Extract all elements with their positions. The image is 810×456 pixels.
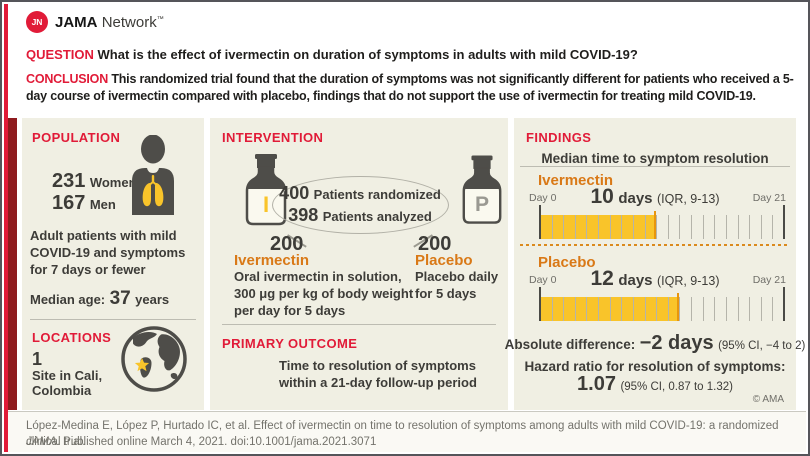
brand-wordmark: JAMA Network™ [55,14,164,31]
arm1-n: 200 [270,233,304,255]
timeline-ivermectin-iqr: (IQR, 9-13) [656,192,720,206]
arm1-description: Oral ivermectin in solution, 300 μg per … [234,269,414,318]
hazard-ratio-ci: (95% CI, 0.87 to 1.32) [620,381,733,393]
conclusion-label: CONCLUSION [26,72,109,86]
population-men-count: 167 Men [52,192,116,215]
citation-line1: López-Medina E, López P, Hurtado IC, et … [26,420,779,449]
placebo-bottle-icon: P [462,155,502,224]
patients-analyzed-line: 398 Patients analyzed [288,205,432,226]
intervention-section-label: INTERVENTION [222,130,324,145]
brand-name-regular: Network [101,14,157,31]
median-age-unit: years [135,292,170,307]
locations-section-label: LOCATIONS [32,330,112,345]
timeline-placebo-bar [539,287,785,321]
patient-lungs-icon [132,135,174,215]
jama-network-logo-icon: JN [26,11,48,33]
question-label: QUESTION [26,47,94,62]
absolute-difference-value: −2 days [639,332,714,354]
logo-monogram: JN [31,17,43,27]
locations-line2: Colombia [32,383,92,398]
timeline-placebo-iqr: (IQR, 9-13) [656,274,720,288]
citation-journal: JAMA [26,436,57,448]
population-description: Adult patients with mild COVID-19 and sy… [30,228,186,277]
analyzed-label: Patients analyzed [322,209,432,224]
randomization-ellipse [272,176,449,234]
absolute-difference-ci: (95% CI, −4 to 2) [718,340,806,352]
hazard-ratio-value-line: 1.07 (95% CI, 0.87 to 1.32) [577,373,733,396]
timeline-placebo-unit: days [618,272,653,289]
randomized-label: Patients randomized [313,187,441,202]
timeline-ivermectin-day-start: Day 0 [529,192,557,204]
hazard-ratio-label: Hazard ratio for resolution of symptoms: [524,359,786,374]
absolute-difference-label: Absolute difference: [504,337,636,352]
population-section-label: POPULATION [32,130,121,145]
locations-line1: Site in Cali, [32,368,103,383]
globe-icon [121,326,187,392]
randomized-value: 400 [279,183,310,203]
findings-dotted-divider [520,244,790,246]
arm2-name: Placebo [415,252,473,269]
timeline-ivermectin-unit: days [618,190,653,207]
timeline-placebo-day-end: Day 21 [752,274,786,286]
citation-line2-rest: . Published online March 4, 2021. doi:10… [56,436,377,448]
population-women-count: 231 Women [52,170,137,193]
question-line: QUESTION What is the effect of ivermecti… [26,47,638,62]
primary-outcome-text: Time to resolution of symptoms within a … [279,358,477,390]
timeline-ivermectin-day-end: Day 21 [752,192,786,204]
arm1-name: Ivermectin [234,252,310,269]
patients-randomized-line: 400 Patients randomized [279,183,441,204]
hazard-ratio-value: 1.07 [577,373,616,395]
median-age-value: 37 [109,288,131,309]
findings-subtitle-underline [520,166,790,167]
timeline-ivermectin-name: Ivermectin [538,172,614,189]
svg-text:P: P [475,193,489,216]
conclusion-block: CONCLUSION This randomized trial found t… [26,71,798,106]
findings-section-label: FINDINGS [526,130,592,145]
arm2-description: Placebo daily for 5 days [415,269,499,301]
arm2-n: 200 [418,233,452,255]
timeline-ivermectin-bar [539,205,785,239]
citation-line2: JAMA. Published online March 4, 2021. do… [26,434,376,450]
primary-outcome-section-label: PRIMARY OUTCOME [222,336,358,351]
analyzed-value: 398 [288,205,319,225]
conclusion-text: This randomized trial found that the dur… [26,72,794,104]
findings-subtitle: Median time to symptom resolution [541,151,769,166]
women-label: Women [89,175,137,190]
timeline-placebo-value-line: 12 days (IQR, 9-13) [591,267,720,291]
trademark: ™ [156,16,164,23]
population-locations-divider [30,319,196,320]
timeline-ivermectin-value: 10 [590,185,614,208]
question-text: What is the effect of ivermectin on dura… [97,47,638,62]
women-value: 231 [52,170,86,192]
men-value: 167 [52,192,86,214]
brand-name-bold: JAMA [55,14,98,31]
intervention-outcome-divider [222,324,496,325]
absolute-difference-line: Absolute difference: −2 days (95% CI, −4… [505,332,806,355]
left-red-strip [4,4,8,452]
median-age-label: Median age: [30,292,106,307]
timeline-ivermectin-value-line: 10 days (IQR, 9-13) [591,185,720,209]
ama-copyright: © AMA [752,394,784,405]
timeline-placebo-value: 12 [590,267,614,290]
men-label: Men [89,197,116,212]
timeline-placebo-name: Placebo [538,254,596,271]
left-maroon-bar [8,118,17,410]
citation-band: López-Medina E, López P, Hurtado IC, et … [8,411,806,452]
median-age-line: Median age: 37 years [30,288,169,310]
timeline-placebo-day-start: Day 0 [529,274,557,286]
locations-count: 1 [32,349,43,369]
svg-text:I: I [263,192,269,217]
